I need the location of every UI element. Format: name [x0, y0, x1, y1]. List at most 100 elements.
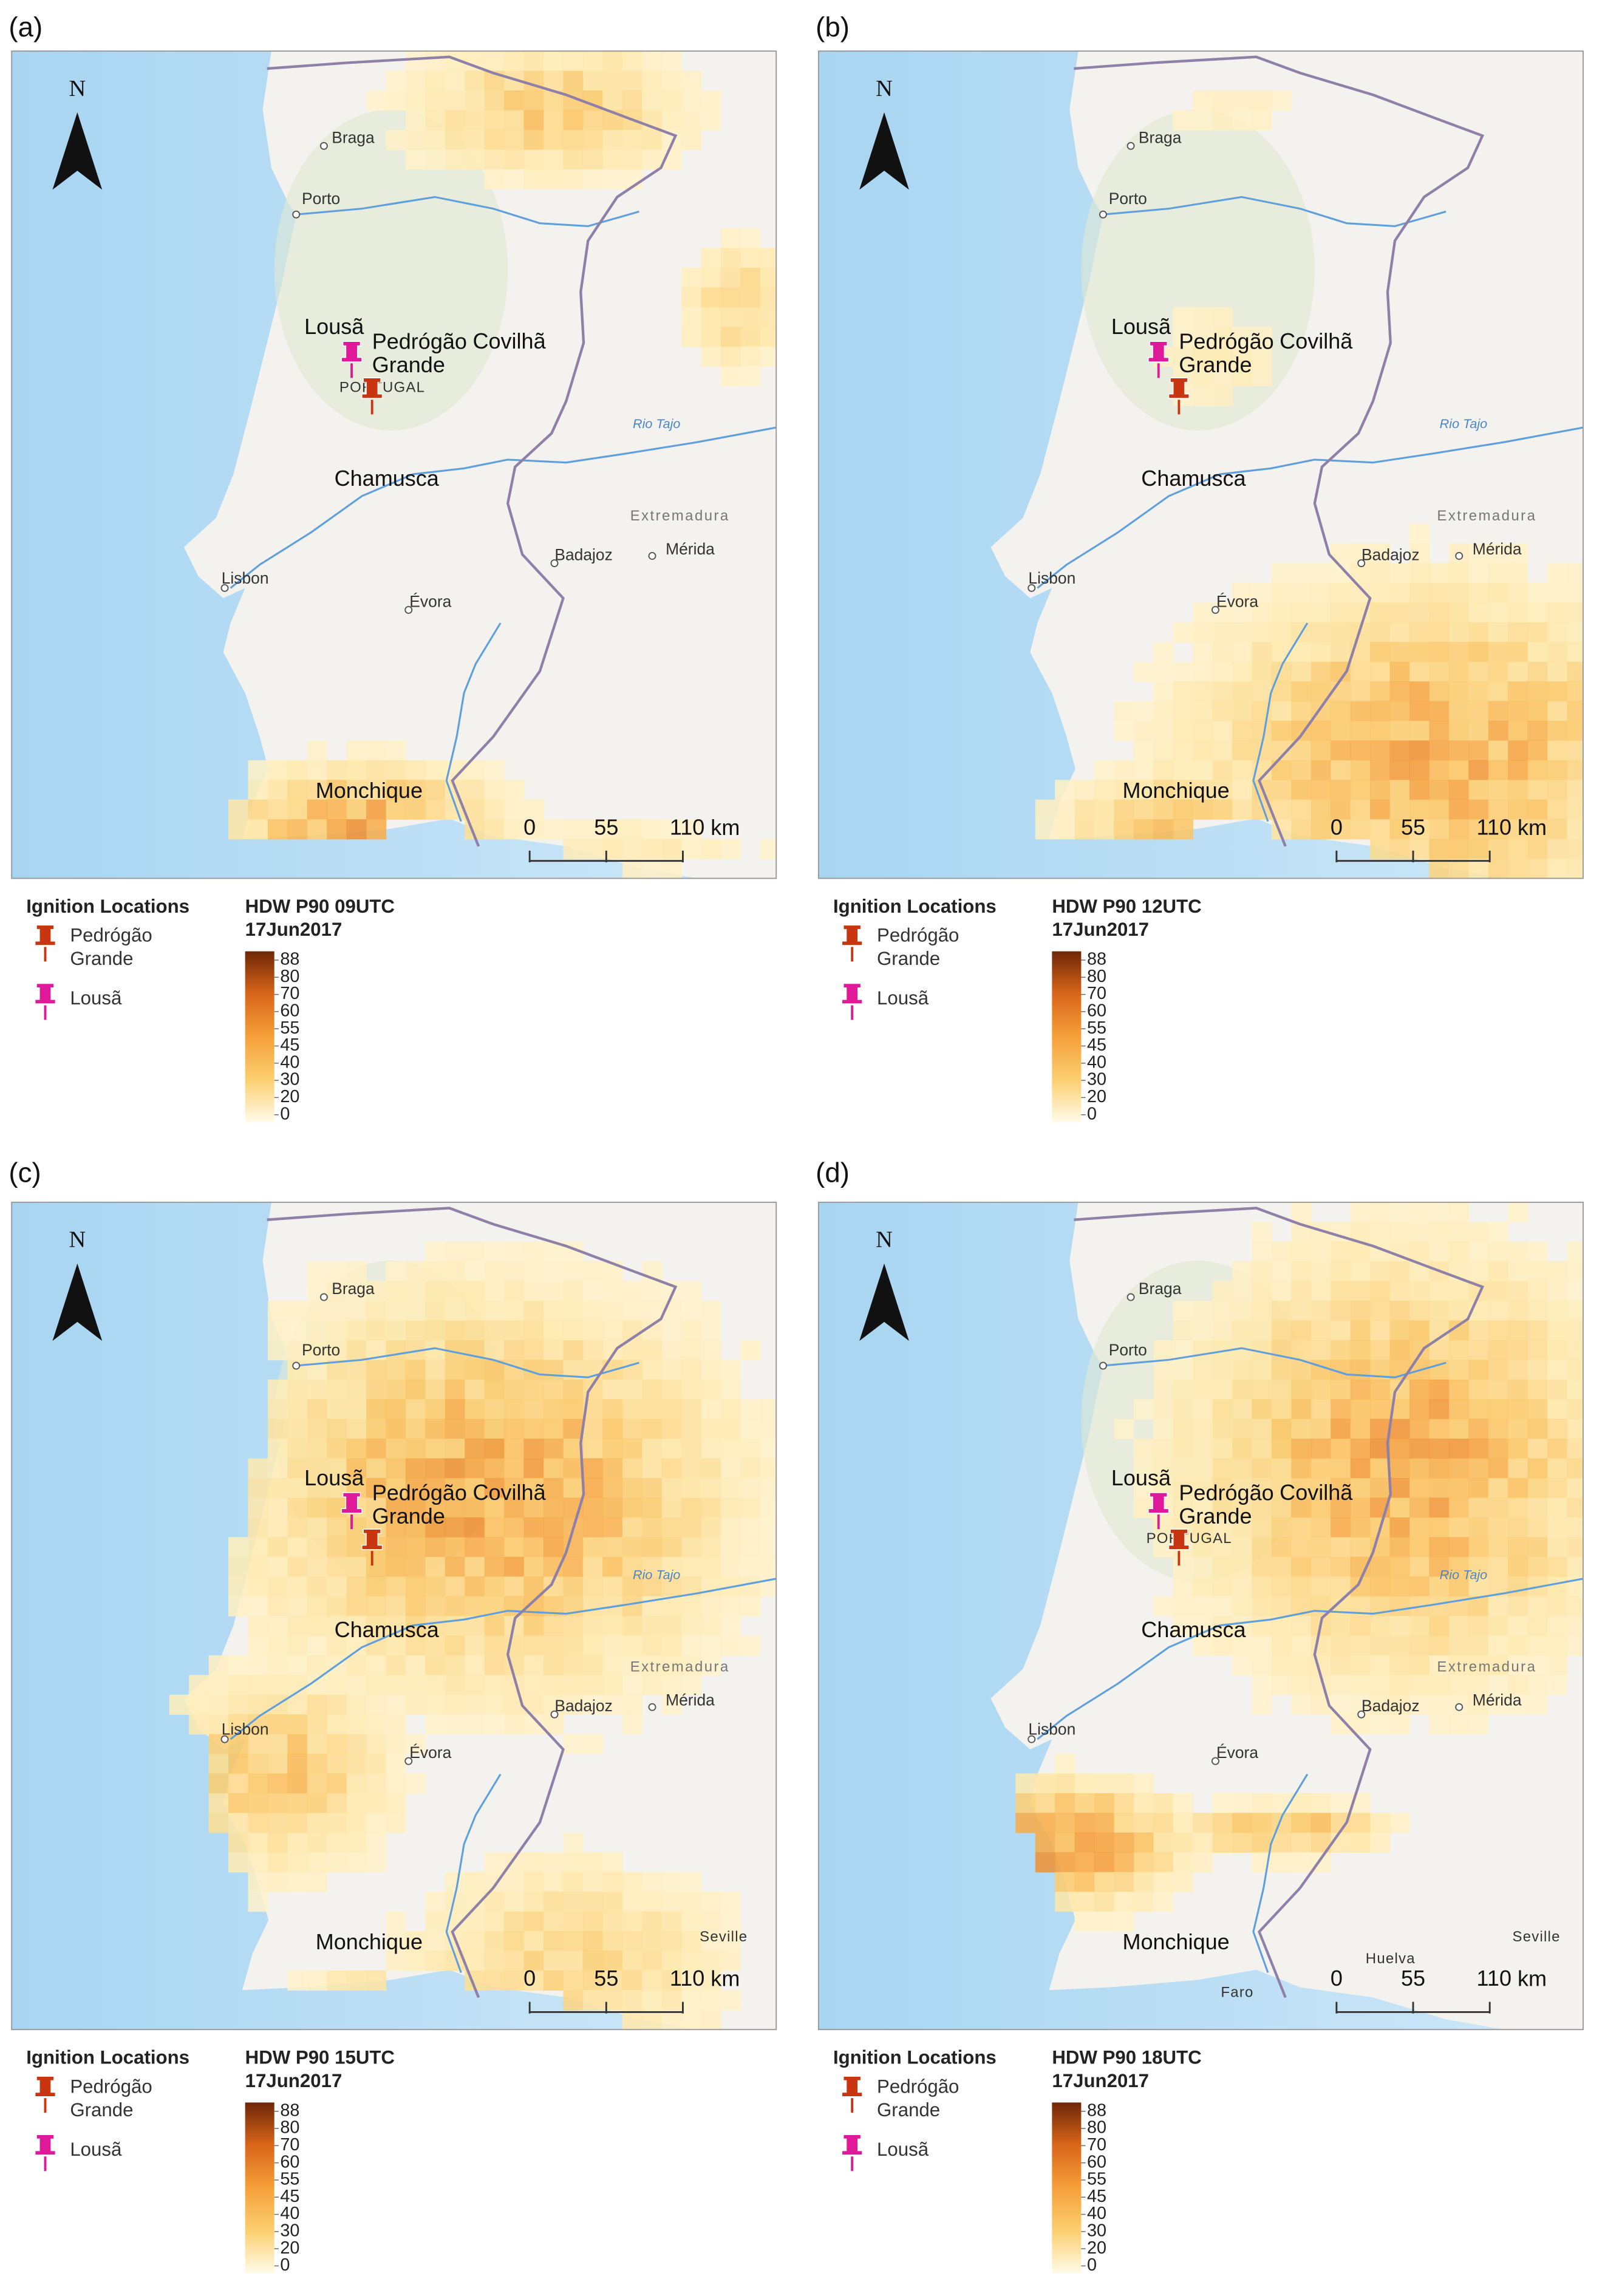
heat-cell [1271, 720, 1292, 741]
heat-cell [504, 1360, 525, 1380]
heat-cell [1350, 1399, 1371, 1420]
map-frame [817, 1201, 1584, 2031]
heat-cell [1193, 1832, 1213, 1853]
heat-cell [1429, 760, 1450, 781]
heat-cell [1508, 1517, 1528, 1538]
heat-cell [386, 1261, 406, 1282]
heat-cell [465, 1950, 485, 1971]
heat-cell [1468, 661, 1489, 682]
heat-cell [405, 1399, 426, 1420]
heat-cell [642, 839, 663, 859]
heat-cell [1133, 1892, 1154, 1912]
heat-cell [544, 1970, 564, 1991]
heat-cell [1055, 1872, 1075, 1892]
heat-cell [1271, 1517, 1292, 1538]
heat-cell [1310, 1301, 1332, 1321]
heat-cell [504, 1301, 525, 1321]
heat-cell [1370, 563, 1391, 584]
place-label: Covilhã [472, 1480, 546, 1505]
heat-cell [1567, 602, 1583, 623]
heat-cell [1074, 1892, 1095, 1912]
heat-cell [484, 1517, 505, 1538]
heat-cell [1429, 1360, 1450, 1380]
ignition-title: Ignition Locations [833, 2047, 997, 2068]
heat-cell [1291, 1281, 1312, 1301]
heat-cell [425, 1694, 446, 1715]
heat-cell [642, 1616, 663, 1637]
north-label: N [876, 76, 893, 101]
heat-cell [1331, 1793, 1351, 1814]
heat-cell [1370, 1832, 1391, 1853]
heat-cell [720, 1517, 741, 1538]
heat-cell [1409, 1675, 1430, 1695]
heat-cell [1448, 1497, 1470, 1518]
heat-cell [405, 51, 426, 72]
heat-cell [701, 110, 721, 131]
colorbar-label: 20 [1087, 2238, 1106, 2258]
heat-cell [1252, 720, 1272, 741]
legend-pin [34, 983, 56, 1004]
heat-cell [701, 1320, 721, 1341]
heat-cell [701, 90, 721, 111]
heat-cell [327, 1439, 347, 1459]
heat-cell [701, 1497, 721, 1518]
heat-cell [346, 1439, 367, 1459]
heat-cell [1370, 642, 1391, 663]
heat-cell [1252, 1360, 1272, 1380]
heat-cell [366, 1556, 387, 1577]
place-label: Monchique [316, 1929, 423, 1954]
heat-cell [1350, 1301, 1371, 1321]
heat-cell [1133, 701, 1154, 721]
heat-cell [1153, 819, 1174, 840]
heat-cell [189, 1694, 210, 1715]
heat-cell [701, 248, 721, 268]
heat-cell [366, 1360, 387, 1380]
heat-cell [1429, 1202, 1450, 1223]
heat-cell [366, 1301, 387, 1321]
heat-cell [1074, 799, 1095, 820]
heat-cell [563, 1419, 584, 1439]
heat-cell [582, 1931, 604, 1952]
river [445, 1773, 502, 1974]
heat-cell [248, 1793, 268, 1814]
colorbar-label: 88 [1087, 2100, 1106, 2120]
heat-cell [602, 1320, 623, 1341]
heat-cell [701, 1911, 721, 1932]
heat-cell [544, 1281, 564, 1301]
place-label: Porto [1109, 1341, 1147, 1359]
pin-lousa [1148, 1492, 1170, 1514]
city-dot [648, 1703, 656, 1711]
heat-cell [1271, 1576, 1292, 1597]
heat-cell [445, 1576, 465, 1597]
heat-cell [1567, 780, 1583, 800]
heat-cell [1389, 1635, 1410, 1656]
heat-cell [563, 1892, 584, 1912]
place-label: Chamusca [1141, 466, 1246, 491]
heat-cell [425, 90, 446, 111]
heat-cell [1527, 1616, 1548, 1637]
heat-cell [1133, 1852, 1154, 1873]
heat-cell [287, 1616, 308, 1637]
heat-cell [582, 1675, 604, 1695]
heat-cell [1508, 799, 1528, 820]
heat-cell [484, 1931, 505, 1952]
heat-cell [1409, 602, 1430, 623]
heat-cell [642, 1556, 663, 1577]
heat-cell [602, 1675, 623, 1695]
heat-cell [661, 1931, 682, 1952]
heat-cell [1271, 780, 1292, 800]
colorbar-label: 80 [1087, 2118, 1106, 2138]
heat-cell [386, 799, 406, 820]
heat-cell [465, 1517, 485, 1538]
heat-cell [307, 1694, 327, 1715]
heat-cell [1488, 1360, 1508, 1380]
heat-cell [1488, 1241, 1508, 1262]
scale-label: 110 km [1477, 814, 1547, 839]
heat-cell [1468, 1675, 1489, 1695]
heat-cell [1114, 1793, 1134, 1814]
city-dot [550, 559, 559, 567]
ignition-title: Ignition Locations [26, 896, 189, 917]
colorbar-label: 80 [280, 967, 299, 986]
heat-cell [642, 1950, 663, 1971]
